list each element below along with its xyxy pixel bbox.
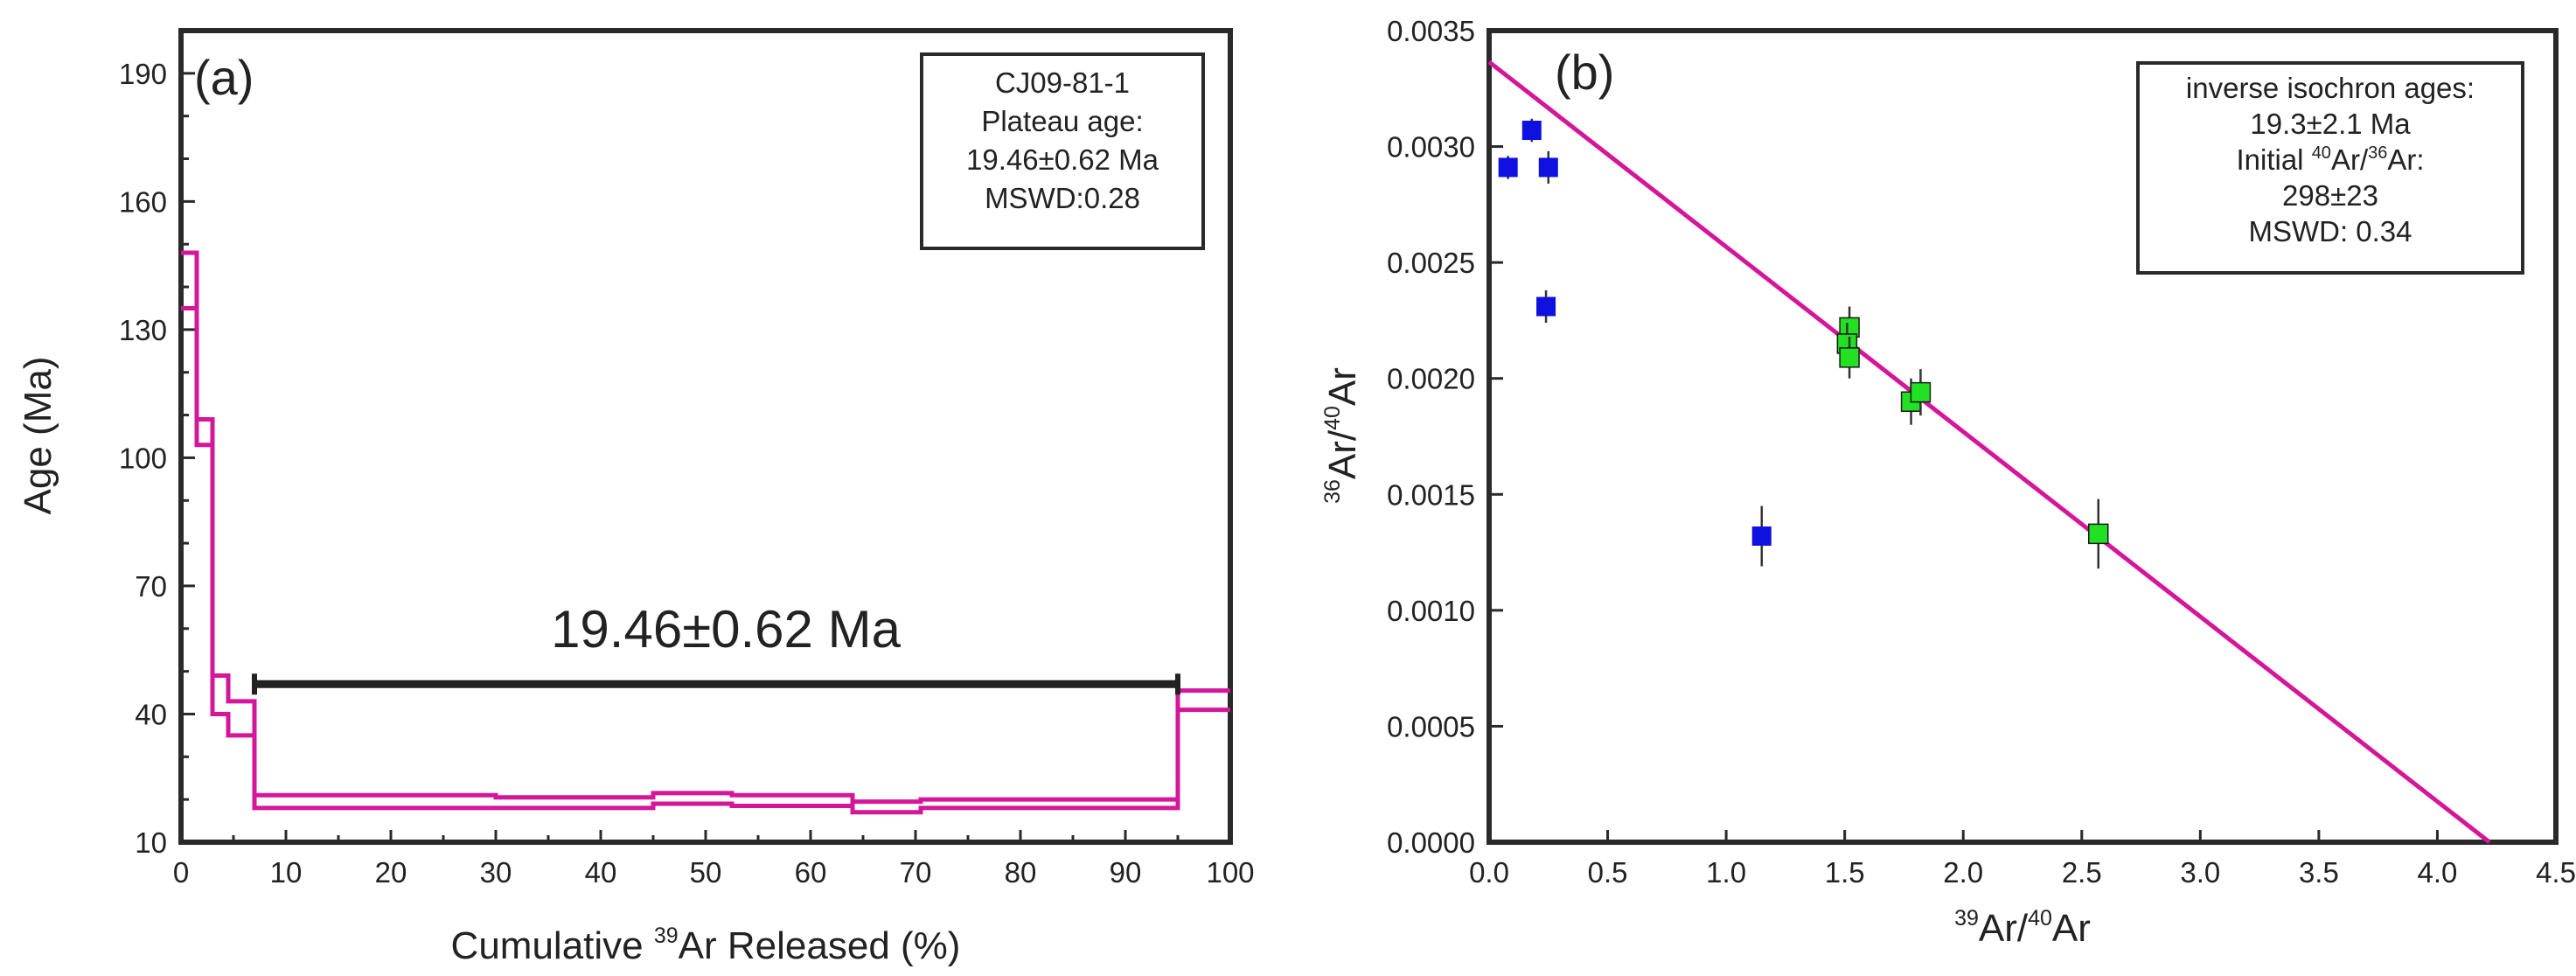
initial-ratio-heading: Initial 40Ar/36Ar: bbox=[2236, 143, 2424, 176]
panel-a-x-ticks: 0 10 20 30 40 50 60 70 80 90 100 bbox=[173, 830, 1255, 889]
panel-a-x-tick-label: 40 bbox=[585, 856, 617, 889]
panel-b-x-tick-label: 4.5 bbox=[2536, 856, 2576, 889]
panel-b-x-title-sup1: 39 bbox=[1954, 906, 1979, 931]
panel-b-y-title-t2: Ar bbox=[1321, 367, 1364, 406]
panel-b-frame bbox=[1486, 28, 2559, 845]
panel-b-y-tick-label: 0.0015 bbox=[1387, 478, 1475, 511]
panel-b-y-tick-label: 0.0000 bbox=[1387, 826, 1475, 859]
blue-data-point bbox=[1536, 296, 1556, 317]
panel-b-x-title-sup2: 40 bbox=[2028, 906, 2052, 931]
panel-a-y-tick-label: 40 bbox=[135, 698, 167, 730]
panel-b-y-tick-label: 0.0020 bbox=[1387, 363, 1475, 395]
panel-b-x-tick-label: 2.5 bbox=[2062, 856, 2102, 889]
panel-b-y-ticks: 0.0000 0.0005 0.0010 0.0015 0.0020 0.0025 0.00… bbox=[1387, 15, 1503, 859]
blue-data-point bbox=[1538, 157, 1558, 178]
panel-a-info-box: CJ09-81-1 Plateau age: 19.46±0.62 Ma MSW… bbox=[920, 52, 1205, 250]
panel-b-y-title-t1: Ar/ bbox=[1321, 429, 1364, 479]
panel-b-x-tick-label: 1.0 bbox=[1706, 856, 1746, 889]
panel-a-y-tick-label: 100 bbox=[119, 442, 167, 474]
panel-b-y-axis-title: 36Ar/40Ar bbox=[1320, 367, 1364, 504]
panel-b-x-axis-title: 39Ar/40Ar bbox=[1954, 906, 2091, 950]
panel-b-x-title-t2: Ar bbox=[2052, 907, 2091, 950]
panel-b-x-tick-label: 1.5 bbox=[1825, 856, 1865, 889]
panel-a-x-tick-label: 60 bbox=[795, 856, 827, 889]
panel-b-x-ticks: 0.0 0.5 1.0 1.5 2.0 2.5 3.0 3.5 4.0 4.5 bbox=[1469, 830, 2576, 889]
isochron-fit-line bbox=[1487, 59, 2491, 844]
initial-ratio-post: Ar: bbox=[2387, 143, 2424, 176]
age-step bbox=[197, 419, 212, 444]
panel-a-x-tick-label: 30 bbox=[480, 856, 512, 889]
panel-b-info-box: inverse isochron ages: 19.3±2.1 Ma Initi… bbox=[2136, 61, 2524, 275]
panel-b-y-tick-label: 0.0010 bbox=[1387, 595, 1475, 627]
panel-b-x-tick-label: 3.0 bbox=[2180, 856, 2220, 889]
panel-a-x-tick-label: 90 bbox=[1110, 856, 1142, 889]
panel-a-x-tick-label: 80 bbox=[1005, 856, 1037, 889]
panel-b-y-tick-label: 0.0035 bbox=[1387, 15, 1475, 47]
age-spectrum-lower-bound bbox=[181, 305, 1230, 815]
panel-b-x-tick-label: 4.0 bbox=[2418, 856, 2458, 889]
panel-b-y-title-sup2: 40 bbox=[1320, 406, 1345, 430]
panel-a-x-title-prefix: Cumulative bbox=[451, 924, 654, 967]
panel-b: 0.0 0.5 1.0 1.5 2.0 2.5 3.0 3.5 4.0 4.5 0.00000.0… bbox=[1320, 15, 2576, 950]
panel-b-data-points bbox=[1498, 118, 2109, 569]
initial-ratio-sup1: 40 bbox=[2312, 143, 2331, 163]
blue-data-point bbox=[1521, 121, 1542, 141]
sample-id: CJ09-81-1 bbox=[995, 66, 1130, 99]
panel-a-y-tick-label: 130 bbox=[119, 314, 167, 346]
age-step bbox=[212, 676, 228, 715]
panel-a-y-tick-label: 190 bbox=[119, 58, 167, 90]
panel-b-x-tick-label: 3.5 bbox=[2299, 856, 2339, 889]
panel-a-x-tick-label: 0 bbox=[173, 856, 189, 889]
initial-ratio-value: 298±23 bbox=[2282, 179, 2378, 212]
initial-ratio-mid: Ar/ bbox=[2331, 143, 2369, 176]
panel-b-info-box-frame bbox=[2136, 61, 2524, 275]
panel-b-x-tick-label: 2.0 bbox=[1943, 856, 1983, 889]
age-step bbox=[228, 701, 254, 735]
panel-a-y-tick-label: 10 bbox=[135, 826, 167, 859]
initial-ratio-sup2: 36 bbox=[2368, 143, 2387, 163]
blue-data-point bbox=[1751, 526, 1772, 547]
initial-ratio-pre: Initial bbox=[2236, 143, 2311, 176]
panel-a-x-axis-title: Cumulative 39Ar Released (%) bbox=[451, 924, 961, 967]
panel-a-x-title-sup: 39 bbox=[654, 924, 679, 948]
panel-b-label: (b) bbox=[1555, 45, 1614, 100]
panel-b-y-tick-label: 0.0025 bbox=[1387, 247, 1475, 279]
isochron-heading: inverse isochron ages: bbox=[2186, 72, 2475, 104]
age-step bbox=[1178, 691, 1230, 710]
green-data-point bbox=[2088, 523, 2109, 545]
panel-b-x-tick-label: 0.0 bbox=[1469, 856, 1509, 889]
panel-a-y-tick-label: 160 bbox=[119, 185, 167, 218]
panel-a-y-tick-label: 70 bbox=[135, 570, 167, 603]
plateau-mswd: MSWD:0.28 bbox=[985, 182, 1140, 214]
plateau-age-heading: Plateau age: bbox=[981, 105, 1143, 137]
panel-a-y-ticks: 10 40 70 100 130 160 190 bbox=[119, 29, 195, 859]
panel-a-x-tick-label: 70 bbox=[900, 856, 932, 889]
plateau-label: 19.46±0.62 Ma bbox=[551, 600, 902, 659]
panel-b-y-title-sup1: 36 bbox=[1320, 479, 1345, 504]
panel-a-plateau-bar bbox=[252, 673, 1180, 695]
panel-a-x-tick-label: 100 bbox=[1206, 856, 1254, 889]
panel-b-x-title-t1: Ar/ bbox=[1979, 907, 2029, 950]
isochron-mswd: MSWD: 0.34 bbox=[2248, 215, 2412, 247]
isochron-age: 19.3±2.1 Ma bbox=[2250, 108, 2411, 140]
panel-a-x-tick-label: 10 bbox=[270, 856, 303, 889]
panel-b-x-tick-label: 0.5 bbox=[1588, 856, 1628, 889]
green-data-point bbox=[1839, 347, 1860, 368]
panel-a: 0 10 20 30 40 50 60 70 80 90 100 10407010013016019… bbox=[17, 28, 1255, 967]
panel-a-age-steps bbox=[181, 250, 1230, 815]
plateau-age-value: 19.46±0.62 Ma bbox=[966, 143, 1159, 176]
panel-a-x-tick-label: 20 bbox=[375, 856, 407, 889]
panel-a-y-axis-title: Age (Ma) bbox=[17, 357, 59, 515]
panel-a-x-title-suffix: Ar Released (%) bbox=[679, 924, 961, 967]
blue-data-point bbox=[1498, 157, 1518, 178]
panel-b-isochron-line bbox=[1487, 59, 2491, 844]
age-spectrum-upper-bound bbox=[181, 250, 1230, 805]
panel-b-y-tick-label: 0.0030 bbox=[1387, 131, 1475, 164]
panel-a-info-box-frame bbox=[920, 52, 1205, 250]
panel-a-label: (a) bbox=[194, 50, 254, 105]
panel-a-x-tick-label: 50 bbox=[690, 856, 722, 889]
panel-b-y-tick-label: 0.0005 bbox=[1387, 710, 1475, 742]
green-data-point bbox=[1910, 381, 1932, 403]
